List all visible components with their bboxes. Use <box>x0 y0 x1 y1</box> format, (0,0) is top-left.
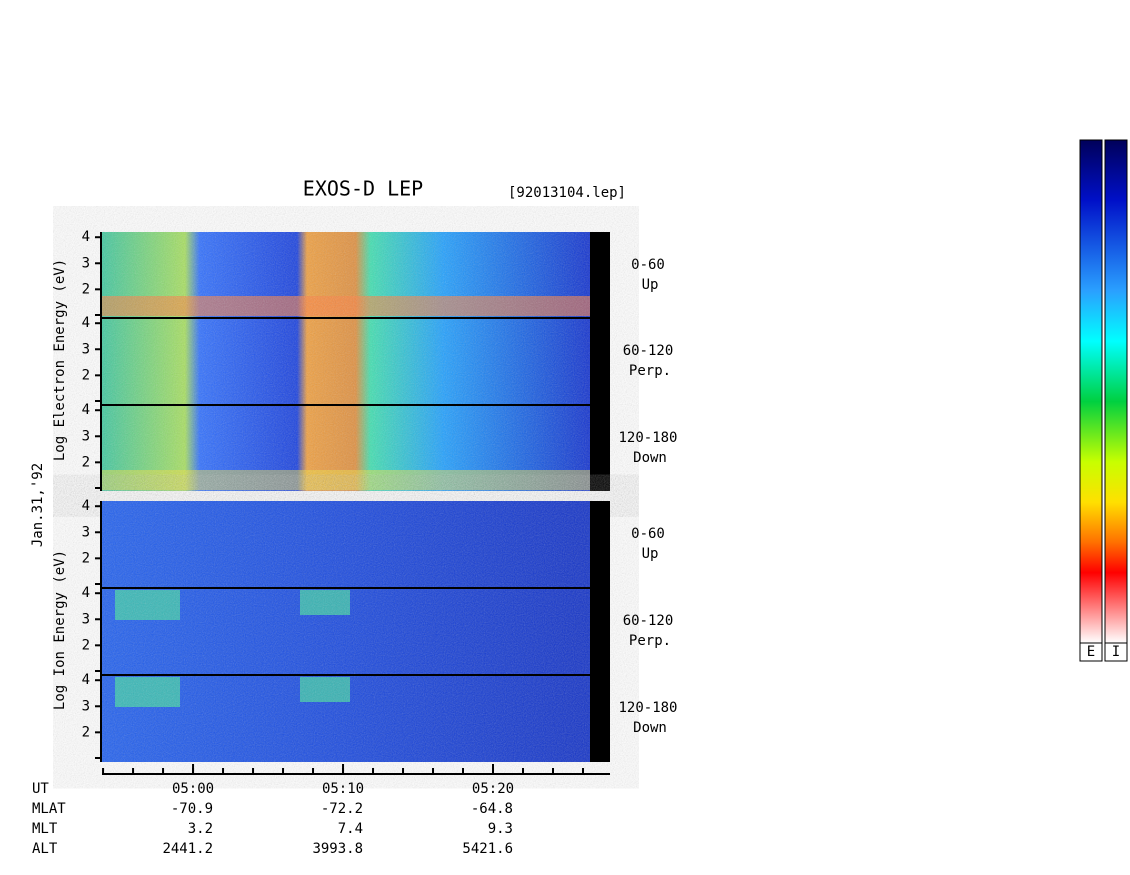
orbit-value: 2441.2 <box>162 841 213 857</box>
y-tick-label: 4 <box>82 498 90 514</box>
orbit-value: 5421.6 <box>462 841 513 857</box>
x-tick-label: 05:20 <box>472 781 514 797</box>
y-tick-label: 4 <box>82 585 90 601</box>
y-tick-label: 4 <box>82 672 90 688</box>
y-tick-label: 3 <box>82 428 90 444</box>
orbit-value: -72.2 <box>321 801 363 817</box>
panel-direction: Perp. <box>629 363 671 379</box>
colorbar-label: I <box>1112 644 1120 660</box>
panel-angle: 60-120 <box>623 343 674 359</box>
panel-angle: 0-60 <box>631 257 665 273</box>
y-tick-label: 2 <box>82 724 90 740</box>
y-axis-label: Log Electron Energy (eV) <box>52 259 68 461</box>
y-tick-label: 3 <box>82 524 90 540</box>
panel-direction: Perp. <box>629 633 671 649</box>
y-tick-label: 3 <box>82 341 90 357</box>
orbit-value: 3993.8 <box>312 841 363 857</box>
ion-spectrograms <box>102 501 610 762</box>
y-tick-label: 2 <box>82 550 90 566</box>
y-tick-label: 4 <box>82 315 90 331</box>
x-tick-label: 05:10 <box>322 781 364 797</box>
y-tick-label: 4 <box>82 229 90 245</box>
y-tick-label: 3 <box>82 255 90 271</box>
y-tick-label: 2 <box>82 637 90 653</box>
orbit-row-name: UT <box>32 781 49 797</box>
orbit-row-name: ALT <box>32 841 58 857</box>
panel-borders <box>100 232 610 762</box>
panel-direction: Down <box>633 450 667 466</box>
orbit-value: -70.9 <box>171 801 213 817</box>
panel-direction: Up <box>642 546 659 562</box>
y-tick-label: 3 <box>82 698 90 714</box>
panel-angle: 120-180 <box>618 700 677 716</box>
orbit-value: 7.4 <box>338 821 363 837</box>
panel-angle: 0-60 <box>631 526 665 542</box>
panel-angle: 120-180 <box>618 430 677 446</box>
file-name: [92013104.lep] <box>508 185 626 201</box>
y-tick-label: 4 <box>82 402 90 418</box>
panel-direction: Down <box>633 720 667 736</box>
y-axis-label: Log Ion Energy (eV) <box>52 550 68 710</box>
orbit-value: -64.8 <box>471 801 513 817</box>
electron-spectrograms <box>102 232 610 491</box>
colorbar-label: E <box>1087 644 1095 660</box>
colorbars <box>1079 139 1128 662</box>
y-tick-label: 2 <box>82 454 90 470</box>
orbit-row-name: MLT <box>32 821 58 837</box>
panel-direction: Up <box>642 277 659 293</box>
orbit-row-name: MLAT <box>32 801 66 817</box>
date-label: Jan.31,'92 <box>30 463 46 547</box>
y-tick-label: 2 <box>82 367 90 383</box>
x-tick-label: 05:00 <box>172 781 214 797</box>
panel-angle: 60-120 <box>623 613 674 629</box>
orbit-value: 3.2 <box>188 821 213 837</box>
title: EXOS-D LEP <box>303 177 423 201</box>
orbit-value: 9.3 <box>488 821 513 837</box>
y-tick-label: 3 <box>82 611 90 627</box>
y-tick-label: 2 <box>82 281 90 297</box>
